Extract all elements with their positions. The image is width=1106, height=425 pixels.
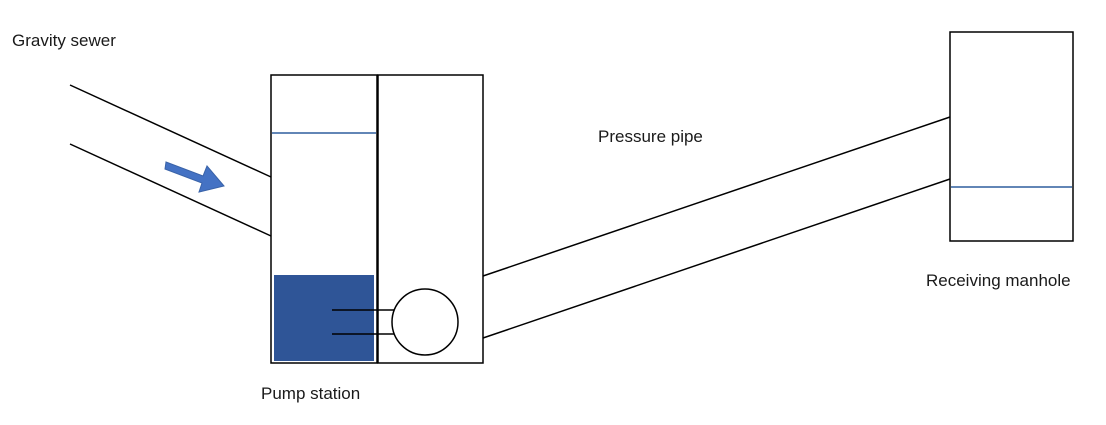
wet-well bbox=[270, 74, 378, 364]
gravity-sewer-label: Gravity sewer bbox=[12, 31, 116, 50]
pressure-pipe-bottom-wall bbox=[482, 178, 951, 339]
gravity-sewer-top-wall bbox=[69, 84, 272, 178]
gravity-sewer-bottom-wall bbox=[69, 143, 272, 237]
pressure-pipe-top-wall bbox=[482, 116, 951, 277]
pressure-pipe-label: Pressure pipe bbox=[598, 127, 703, 146]
dry-well bbox=[377, 74, 484, 364]
pump-station-label: Pump station bbox=[261, 384, 361, 403]
receiving-manhole bbox=[949, 31, 1074, 242]
receiving-manhole-label: Receiving manhole bbox=[926, 271, 1071, 290]
wet-well-water bbox=[274, 275, 374, 361]
flow-direction-arrow-icon bbox=[164, 161, 225, 193]
pump-circle-icon bbox=[391, 288, 459, 356]
